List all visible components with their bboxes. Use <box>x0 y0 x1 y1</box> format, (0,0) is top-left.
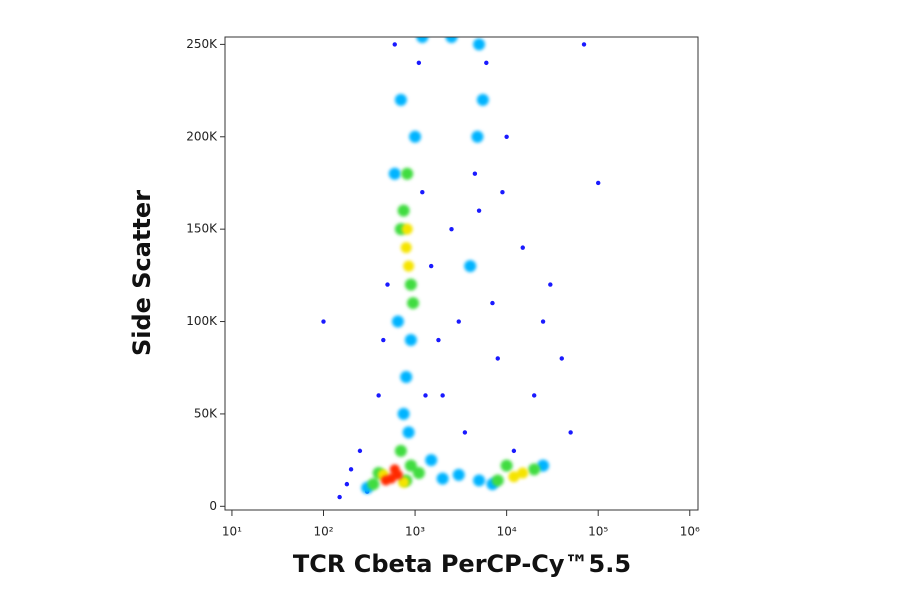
point-group <box>377 223 529 488</box>
point <box>348 467 354 472</box>
point <box>452 468 465 481</box>
x-tick-label: 10³ <box>405 525 425 539</box>
points <box>321 37 601 500</box>
point-group <box>321 42 601 500</box>
point <box>337 494 342 500</box>
point <box>511 448 517 454</box>
point <box>407 297 420 310</box>
point <box>404 278 417 291</box>
point <box>540 319 546 324</box>
point-group <box>361 37 550 494</box>
point <box>462 430 468 435</box>
point <box>321 319 326 324</box>
point <box>508 471 520 483</box>
point <box>389 464 400 475</box>
point <box>436 337 441 343</box>
point <box>397 204 410 217</box>
point <box>476 208 482 213</box>
point <box>472 171 478 176</box>
point <box>367 478 380 491</box>
point <box>495 356 500 361</box>
point <box>428 263 434 269</box>
point <box>401 223 413 235</box>
x-tick-label: 10⁶ <box>680 525 700 539</box>
point <box>449 226 454 232</box>
point <box>596 180 601 186</box>
point <box>423 393 428 398</box>
y-tick-label: 50K <box>194 406 218 420</box>
x-tick-label: 10¹ <box>222 525 242 539</box>
point <box>473 38 486 51</box>
point <box>425 454 438 467</box>
y-tick-label: 200K <box>186 129 218 143</box>
point <box>491 474 504 487</box>
point <box>517 467 529 479</box>
point <box>403 260 415 272</box>
point <box>500 190 505 195</box>
point <box>381 337 386 343</box>
y-axis-title: Side Scatter <box>128 190 156 356</box>
point <box>385 282 390 287</box>
point <box>376 393 381 398</box>
point <box>392 42 397 47</box>
point <box>548 282 553 287</box>
point <box>380 475 391 486</box>
point <box>394 93 407 106</box>
point <box>398 476 410 488</box>
point <box>404 459 417 472</box>
point <box>400 242 412 254</box>
point <box>344 481 350 487</box>
point <box>440 393 445 398</box>
point <box>394 444 407 457</box>
point <box>412 467 425 480</box>
point <box>436 472 449 485</box>
point <box>528 463 541 476</box>
point <box>404 334 417 347</box>
point-group <box>380 464 403 486</box>
x-tick-label: 10⁴ <box>497 525 517 539</box>
point <box>391 315 404 328</box>
point <box>471 130 484 143</box>
point <box>484 60 489 66</box>
point <box>388 167 401 180</box>
point <box>464 260 477 273</box>
point <box>416 37 429 43</box>
point <box>568 430 573 435</box>
y-tick-label: 150K <box>186 222 218 236</box>
point <box>559 356 564 361</box>
point <box>402 426 415 439</box>
y-tick-label: 0 <box>209 499 217 513</box>
x-tick-label: 10⁵ <box>588 525 608 539</box>
point <box>400 370 413 383</box>
plot-frame <box>224 36 699 511</box>
point <box>473 474 486 487</box>
point <box>420 190 425 195</box>
y-tick-label: 250K <box>186 37 218 51</box>
point <box>520 245 525 250</box>
point <box>500 459 513 472</box>
point <box>476 93 489 106</box>
point <box>397 407 410 420</box>
point <box>456 319 461 324</box>
point <box>401 167 414 180</box>
x-axis-title: TCR Cbeta PerCP-Cy™5.5 <box>293 550 631 578</box>
point <box>531 393 537 398</box>
point <box>357 448 363 454</box>
point <box>445 37 458 43</box>
point <box>581 42 587 47</box>
point <box>416 60 422 66</box>
y-tick-label: 100K <box>186 314 218 328</box>
point <box>490 300 495 306</box>
point-group <box>367 167 541 491</box>
x-tick-label: 10² <box>313 525 333 539</box>
point <box>504 134 509 139</box>
point <box>409 130 422 143</box>
